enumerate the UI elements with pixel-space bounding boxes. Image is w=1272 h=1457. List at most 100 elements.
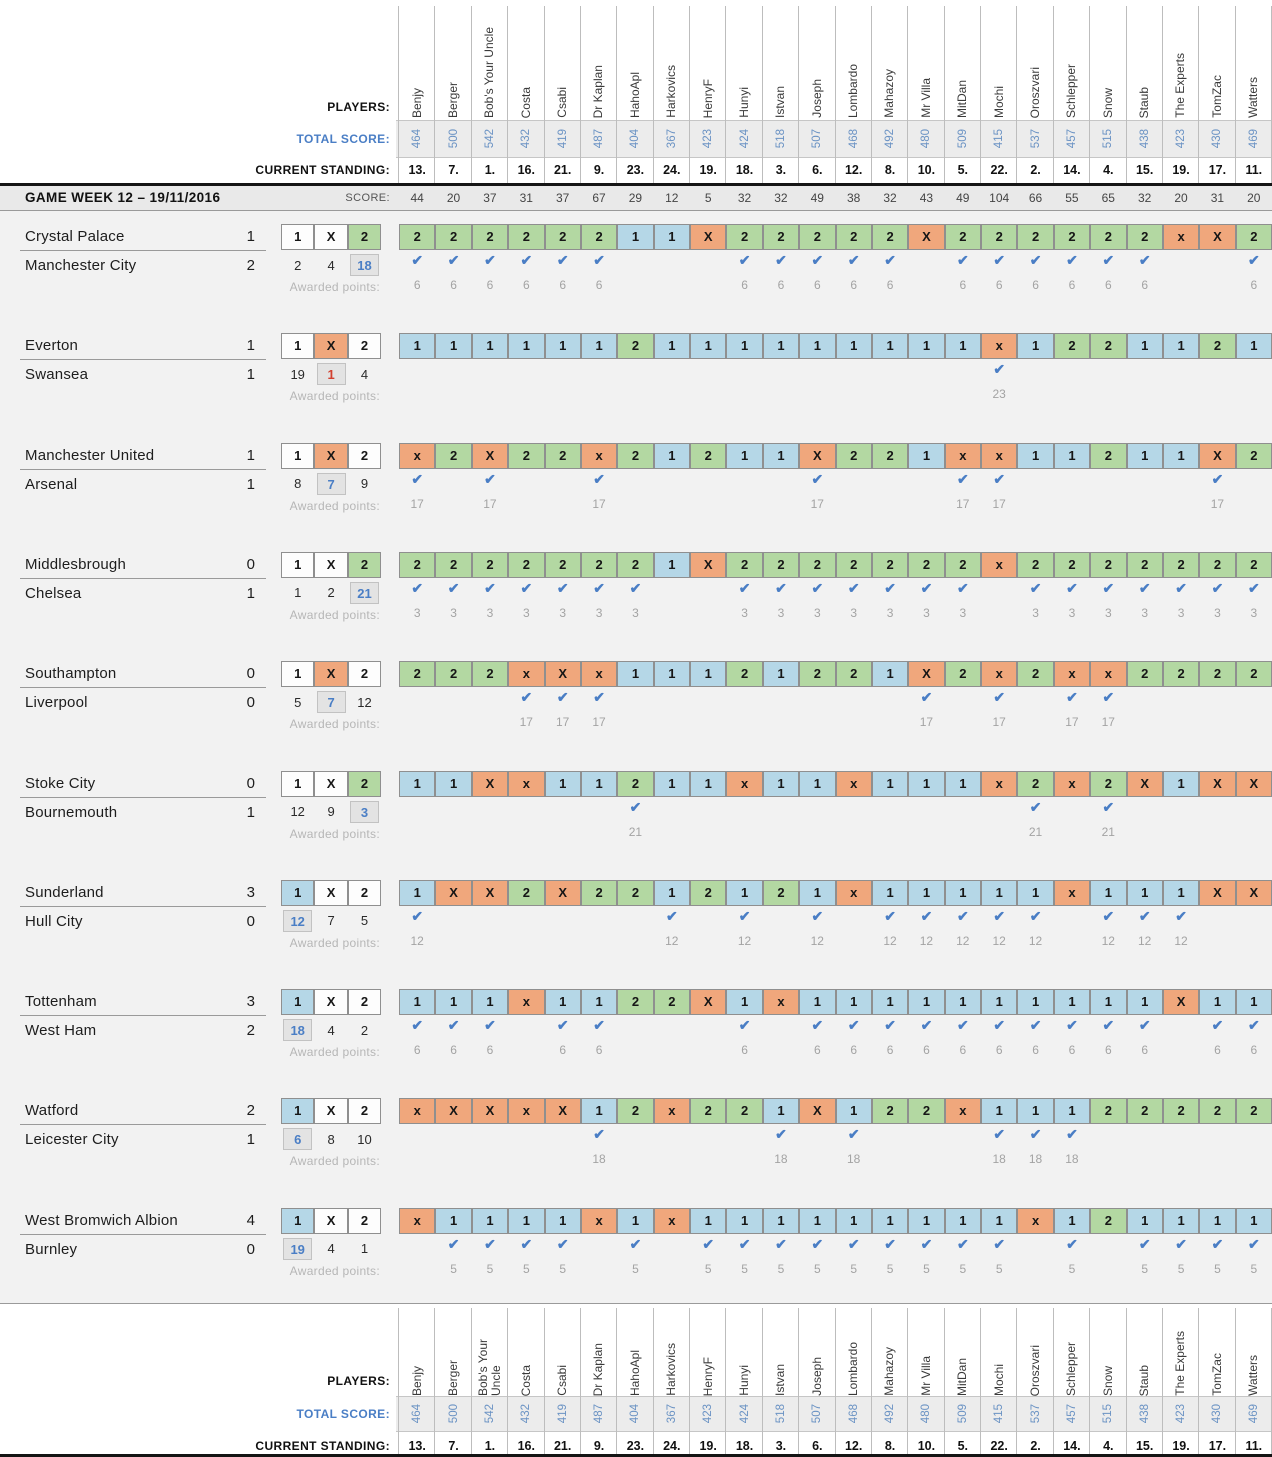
awarded-points-value: 5 xyxy=(1141,1261,1149,1276)
away-team-score: 1 xyxy=(246,584,255,602)
week-score-value: 20 xyxy=(446,191,461,205)
correct-checkmark: ✔ xyxy=(1066,1235,1078,1252)
prediction-cell: x xyxy=(1017,1207,1054,1234)
prediction-cell: 1 xyxy=(435,333,472,360)
current-standing-value: 4. xyxy=(1103,163,1114,177)
total-score-cell: 518 xyxy=(763,1396,799,1432)
total-score-cell: 542 xyxy=(472,1396,508,1432)
away-team-score: 0 xyxy=(246,912,255,930)
awarded-points-value: 17 xyxy=(1065,715,1079,730)
total-score-cell: 430 xyxy=(1199,1396,1235,1432)
week-score-value: 65 xyxy=(1101,191,1115,205)
total-score-value: 515 xyxy=(1102,129,1115,149)
awarded-points-value: 6 xyxy=(995,278,1003,292)
column-separator xyxy=(798,1308,800,1455)
prediction-cell: 1 xyxy=(653,879,690,906)
prediction-cell: 2 xyxy=(435,661,472,688)
prediction-cell: X xyxy=(471,442,509,469)
player-column: Mr Villa xyxy=(908,6,944,118)
correct-checkmark: ✔ xyxy=(484,1235,496,1252)
current-standing-value: 17. xyxy=(1208,163,1227,177)
pick-count-x: 4 xyxy=(314,253,347,277)
current-standing-value: 21. xyxy=(553,163,572,177)
current-standing-value: 17. xyxy=(1208,1439,1227,1453)
gameweek-score-bar: GAME WEEK 12 – 19/11/2016 SCORE: 44 20 37 3… xyxy=(0,183,1272,211)
home-team-name: Middlesbrough xyxy=(25,555,126,573)
correct-checkmark: ✔ xyxy=(920,1017,933,1034)
pick-count-value: 4 xyxy=(327,1022,335,1038)
prediction-cell: X xyxy=(908,224,945,250)
prediction-cell: x xyxy=(835,879,872,906)
total-score-value: 404 xyxy=(629,1404,642,1424)
away-team-name: Hull City xyxy=(25,912,83,930)
week-score-value: 55 xyxy=(1065,191,1079,205)
odds-header-1: 1 xyxy=(281,333,315,360)
correct-checkmark: ✔ xyxy=(1138,907,1151,924)
awarded-points-value: 5 xyxy=(486,1261,494,1276)
prediction-cell: x xyxy=(944,1098,981,1125)
prediction-cell: 1 xyxy=(399,879,436,906)
prediction-cell: 2 xyxy=(1090,442,1127,469)
correct-checkmark: ✔ xyxy=(593,689,605,706)
total-score-value: 430 xyxy=(1211,1404,1224,1424)
awarded-points-label: Awarded points: xyxy=(289,935,380,950)
awarded-points-value: 6 xyxy=(522,278,530,292)
awarded-points-value: 6 xyxy=(559,278,567,292)
player-name: Schlepper xyxy=(1064,63,1079,118)
pick-count-2: 21 xyxy=(348,581,381,605)
prediction-cell: 2 xyxy=(544,551,581,578)
correct-checkmark: ✔ xyxy=(1102,579,1115,596)
prediction-cell: X xyxy=(1162,989,1200,1016)
total-score-value: 419 xyxy=(556,129,569,149)
player-name: Lombardo xyxy=(846,63,861,118)
prediction-cell: 2 xyxy=(799,551,836,578)
odds-header-2: 2 xyxy=(347,661,382,688)
total-score-value: 367 xyxy=(665,129,678,149)
prediction-cell: 2 xyxy=(726,551,763,578)
awarded-points-value: 12 xyxy=(992,933,1006,948)
prediction-cell: 2 xyxy=(944,661,981,688)
team-divider xyxy=(20,1124,266,1126)
prediction-cell: 2 xyxy=(471,224,509,250)
correct-checkmark: ✔ xyxy=(447,1017,460,1034)
prediction-cell: 1 xyxy=(799,1207,836,1234)
prediction-cell: 2 xyxy=(871,442,909,469)
player-column: Watters xyxy=(1236,6,1272,118)
column-separator xyxy=(1089,6,1091,183)
total-score-cell: 518 xyxy=(763,120,799,158)
prediction-cell: 2 xyxy=(871,551,909,578)
player-column: Bob's Your Uncle xyxy=(472,6,508,118)
column-separator xyxy=(870,6,872,183)
awarded-points-value: 5 xyxy=(995,1261,1003,1276)
correct-checkmark: ✔ xyxy=(956,579,969,596)
prediction-cell: 2 xyxy=(835,551,872,578)
score-label: SCORE: xyxy=(345,192,390,204)
prediction-cell: 2 xyxy=(544,442,581,469)
awarded-points-value: 12 xyxy=(737,933,752,948)
prediction-cell: 1 xyxy=(471,1207,509,1234)
prediction-cell: 1 xyxy=(435,770,472,797)
player-name: Mr Villa xyxy=(918,1356,933,1396)
correct-checkmark: ✔ xyxy=(593,252,605,268)
prediction-cell: 1 xyxy=(1235,989,1272,1016)
prediction-cell: X xyxy=(471,770,509,797)
current-standing-value: 6. xyxy=(812,1439,823,1453)
player-column: Istvan xyxy=(763,1308,799,1396)
prediction-cell: x xyxy=(580,1207,618,1234)
prediction-cell: 1 xyxy=(1162,333,1200,360)
pick-count-value: 19 xyxy=(283,1237,313,1260)
prediction-cell: 1 xyxy=(835,1098,872,1125)
pick-count-1: 1 xyxy=(281,581,314,605)
player-name: Hunyi xyxy=(736,87,751,118)
total-score-cell: 469 xyxy=(1236,1396,1272,1432)
prediction-cell: 1 xyxy=(617,224,654,250)
correct-checkmark: ✔ xyxy=(775,1235,787,1252)
correct-checkmark: ✔ xyxy=(484,470,496,487)
correct-checkmark: ✔ xyxy=(702,1235,715,1252)
match-block: Watford 2 Leicester City 1 1 6 X 8 2 10 Awarded po… xyxy=(0,1096,1272,1178)
prediction-cell: x xyxy=(835,770,872,797)
total-score-cell: 515 xyxy=(1090,120,1126,158)
total-score-value: 515 xyxy=(1102,1404,1115,1424)
prediction-cell: 2 xyxy=(1162,1098,1200,1125)
prediction-cell: X xyxy=(1199,770,1236,797)
